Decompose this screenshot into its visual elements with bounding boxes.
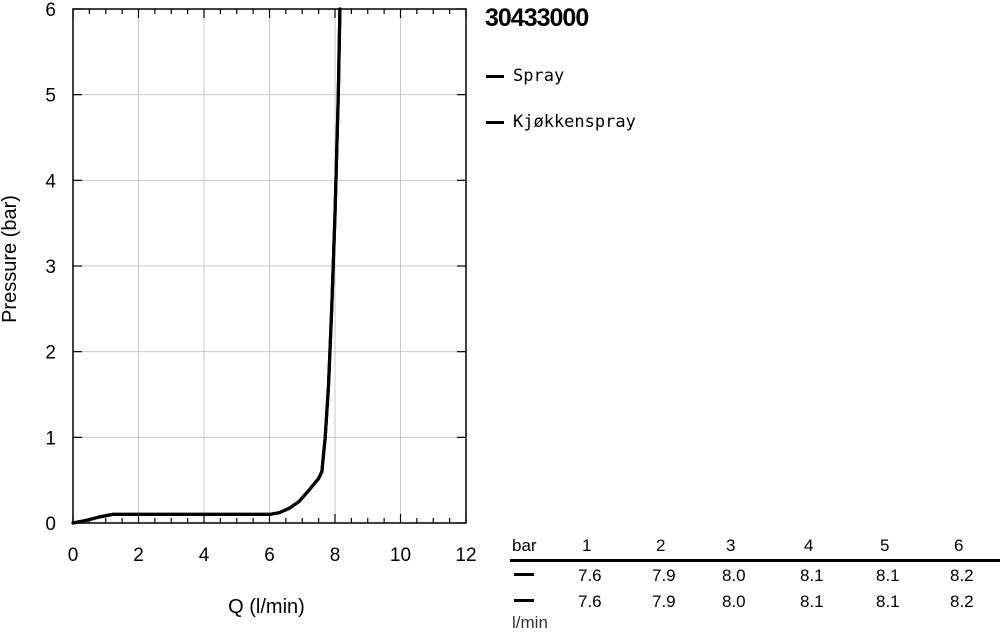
y-tick-label: 0: [45, 514, 56, 535]
table-header-cell: 4: [804, 536, 814, 555]
table-cell: 7.9: [652, 566, 676, 585]
x-tick-label: 10: [390, 545, 411, 566]
chart-title: 30433000: [485, 4, 589, 32]
x-tick-label: 2: [133, 545, 144, 566]
legend-label-kjokkenspray: Kjøkkenspray: [513, 112, 636, 132]
table-cell: 8.1: [800, 592, 824, 611]
table-cell: 7.9: [652, 592, 676, 611]
y-tick-label: 6: [45, 0, 56, 21]
table-header-label: bar: [512, 536, 537, 555]
table-cell: 8.2: [950, 566, 974, 585]
table-cell: 7.6: [578, 566, 602, 585]
y-tick-label: 1: [45, 428, 56, 449]
x-tick-label: 0: [68, 545, 79, 566]
y-tick-label: 2: [45, 343, 56, 364]
table-unit-label: l/min: [512, 613, 548, 632]
row-line-swatch: [514, 573, 534, 576]
legend-line-swatch: [486, 120, 504, 124]
x-axis-label: Q (l/min): [228, 596, 305, 618]
table-cell: 8.0: [722, 592, 746, 611]
table-header-cell: 3: [726, 536, 736, 555]
table-header-divider: [510, 559, 1000, 562]
x-tick-label: 8: [330, 545, 341, 566]
legend: Spray Kjøkkenspray: [486, 64, 636, 156]
x-tick-label: 6: [264, 545, 275, 566]
row-line-swatch: [514, 599, 534, 602]
table-header-cell: 5: [880, 536, 890, 555]
table-header-row: bar 1 2 3 4 5 6: [510, 536, 1000, 562]
table-row: 7.6 7.9 8.0 8.1 8.1 8.2: [510, 588, 1000, 614]
table-cell: 8.1: [876, 592, 900, 611]
series-line-kjokkenspray: [71, 7, 342, 525]
y-tick-label: 4: [45, 171, 56, 192]
x-tick-label: 12: [455, 545, 476, 566]
table-header-cell: 6: [954, 536, 964, 555]
table-cell: 8.2: [950, 592, 974, 611]
legend-item-spray: Spray: [486, 64, 636, 88]
flow-table: bar 1 2 3 4 5 6 7.6 7.9 8.0 8.1 8.1 8.2 7.6 7.9 8.0 8…: [510, 536, 1000, 632]
legend-line-swatch: [486, 74, 504, 78]
table-row: 7.6 7.9 8.0 8.1 8.1 8.2: [510, 562, 1000, 588]
table-cell: 8.1: [876, 566, 900, 585]
table-cell: 7.6: [578, 592, 602, 611]
table-header-cell: 2: [656, 536, 666, 555]
table-cell: 8.1: [800, 566, 824, 585]
legend-item-kjokkenspray: Kjøkkenspray: [486, 110, 636, 134]
legend-label-spray: Spray: [513, 66, 565, 86]
x-tick-label: 4: [199, 545, 210, 566]
y-axis-label: Pressure (bar): [0, 195, 21, 323]
table-header-cell: 1: [582, 536, 592, 555]
y-tick-label: 3: [45, 257, 56, 278]
table-cell: 8.0: [722, 566, 746, 585]
y-tick-label: 5: [45, 86, 56, 107]
